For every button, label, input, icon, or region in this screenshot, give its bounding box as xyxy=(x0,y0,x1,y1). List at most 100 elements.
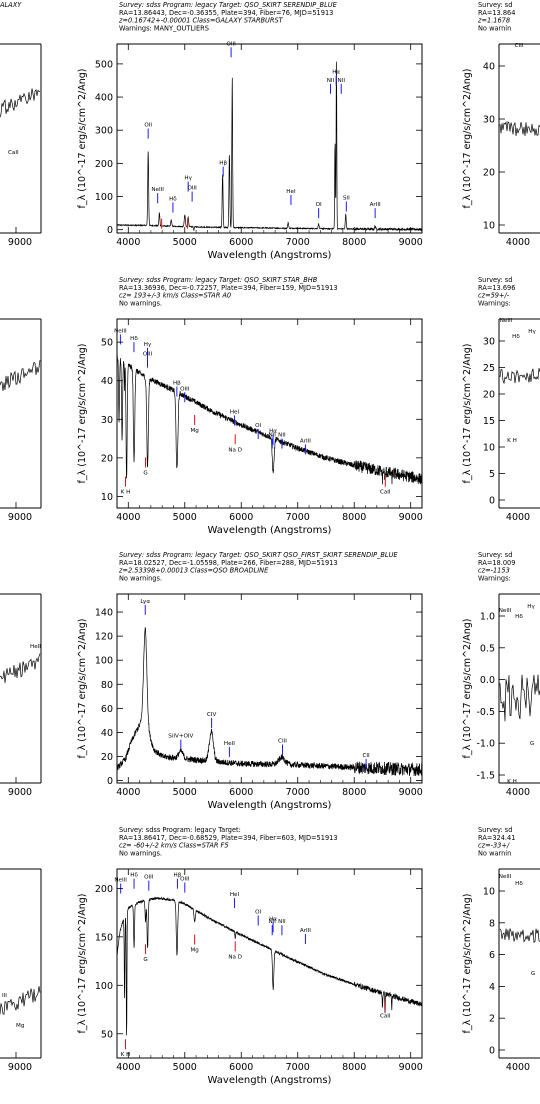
emission-line-label: CIV xyxy=(207,712,217,718)
panel-header-line: RA=13.86417, Dec=-0.68529, Plate=394, Fi… xyxy=(119,834,338,842)
panel-header-line: RA=324.41 xyxy=(478,834,515,842)
emission-line-label: SII xyxy=(343,196,350,202)
emission-line-label: ArIII xyxy=(370,202,381,208)
y-axis-title: f_λ (10^-17 erg/s/cm^2/Ang) xyxy=(462,894,473,1034)
y-axis-title: f_λ (10^-17 erg/s/cm^2/Ang) xyxy=(77,894,88,1034)
x-axis-title: Wavelength (Angstroms) xyxy=(208,1075,332,1086)
emission-line-label: NII xyxy=(278,433,286,439)
plot-frame xyxy=(116,43,423,234)
plot-frame xyxy=(116,593,423,784)
right-feature-label: CIII xyxy=(515,43,524,49)
x-tick-label: 9000 xyxy=(399,512,423,523)
x-tick-label: 4000 xyxy=(506,512,530,523)
left-feature-label: HeII xyxy=(30,644,41,650)
x-tick-label: 8000 xyxy=(342,787,366,798)
absorption-line-label: G xyxy=(143,957,147,963)
left-partial-panel-2: 9000 xyxy=(0,318,42,523)
panel-header-line: Warnings: xyxy=(478,299,511,307)
absorption-line-label: K H xyxy=(121,1052,131,1058)
panel-header-line: Survey: sdss Program: legacy Target: QSO… xyxy=(119,1,338,9)
x-tick-label: 7000 xyxy=(286,1062,310,1073)
emission-line-label: OI xyxy=(255,423,261,429)
x-tick-label: 9000 xyxy=(8,787,32,798)
emission-line-label: ArIII xyxy=(300,928,311,934)
absorption-line-label: Mg xyxy=(190,948,199,954)
x-tick-label: 8000 xyxy=(342,1062,366,1073)
y-tick-label: 1.0 xyxy=(480,612,495,623)
y-tick-label: 60 xyxy=(101,704,113,715)
panel-header-line: RA=18.009 xyxy=(478,559,515,567)
x-tick-label: 8000 xyxy=(342,237,366,248)
y-tick-label: 0.5 xyxy=(480,643,495,654)
y-tick-label: -1.5 xyxy=(476,771,495,782)
panel-header-line: No warnings. xyxy=(119,849,162,857)
x-tick-label: 6000 xyxy=(229,237,253,248)
panel-header-line: Survey: sdss Program: legacy Target: xyxy=(119,826,241,834)
y-tick-label: 40 xyxy=(483,62,495,73)
panel-header-line: RA=13.36936, Dec=-0.72257, Plate=394, Fi… xyxy=(119,284,338,292)
x-tick-label: 6000 xyxy=(229,512,253,523)
y-tick-label: 30 xyxy=(101,415,113,426)
panel-header-line: cz= -60+/-2 km/s Class=STAR F5 xyxy=(119,842,229,850)
panel-header-line: cz= 193+/-3 km/s Class=STAR A0 xyxy=(119,292,231,300)
left-partial-panel-1: ALAXY 9000 xyxy=(0,1,42,248)
y-tick-label: 25 xyxy=(483,363,495,374)
absorption-line-label: Mg xyxy=(190,428,199,434)
absorption-line-label: G xyxy=(143,470,147,476)
x-axis-title: Wavelength (Angstroms) xyxy=(208,250,332,261)
spectrum-line xyxy=(499,368,540,385)
x-tick-label: 5000 xyxy=(173,512,197,523)
x-tick-label: 6000 xyxy=(229,1062,253,1073)
y-tick-label: 200 xyxy=(95,884,113,895)
spectrum-line xyxy=(116,896,422,1036)
right-feature-label: NeIII xyxy=(499,874,512,880)
panel-header-line: cz=-1153 xyxy=(478,567,510,575)
panel-header-line: No warnin xyxy=(478,849,511,857)
y-tick-label: 300 xyxy=(95,126,113,137)
x-tick-label: 5000 xyxy=(173,787,197,798)
y-tick-label: 100 xyxy=(95,192,113,203)
emission-line-label: OII xyxy=(144,123,152,129)
emission-line-label: OIII xyxy=(187,186,197,192)
panel-header-line: RA=13.86443, Dec=-0.36355, Plate=394, Fi… xyxy=(119,9,333,17)
emission-line-label: OIII xyxy=(180,877,190,883)
left-partial-panel-4: 9000 xyxy=(0,868,42,1073)
right-feature-label: Hγ xyxy=(527,604,535,610)
panel-header-line: Survey: sd xyxy=(478,826,512,834)
y-tick-label: 500 xyxy=(95,59,113,70)
emission-line-label: OI xyxy=(255,910,261,916)
x-tick-label: 4000 xyxy=(116,787,140,798)
y-tick-label: 0 xyxy=(489,1046,495,1057)
y-tick-label: 5 xyxy=(489,469,495,480)
right-feature-label: K H xyxy=(507,779,517,785)
panel-header-line: z=1.1678 xyxy=(477,17,510,25)
spectrum-line xyxy=(116,627,422,777)
right-feature-label: Hδ xyxy=(515,881,523,887)
y-tick-label: 150 xyxy=(95,932,113,943)
spectrum-line xyxy=(499,928,540,944)
x-axis-title: Wavelength (Angstroms) xyxy=(208,525,332,536)
y-tick-label: 400 xyxy=(95,93,113,104)
emission-line-label: HeI xyxy=(230,892,240,898)
y-axis-title: f_λ (10^-17 erg/s/cm^2/Ang) xyxy=(462,344,473,484)
y-tick-label: 4 xyxy=(489,982,495,993)
y-tick-label: -1.0 xyxy=(476,739,495,750)
x-tick-label: 7000 xyxy=(286,237,310,248)
y-tick-label: -0.5 xyxy=(476,707,495,718)
y-tick-label: 10 xyxy=(483,443,495,454)
emission-line-label: NII xyxy=(278,919,286,925)
y-tick-label: 100 xyxy=(95,656,113,667)
panel-header-line: RA=13.864 xyxy=(478,9,515,17)
x-tick-label: 6000 xyxy=(229,787,253,798)
panel-header-line: ALAXY xyxy=(0,1,22,9)
y-tick-label: 40 xyxy=(101,728,113,739)
emission-line-label: OIII xyxy=(180,386,190,392)
absorption-line-label: Na D xyxy=(228,447,242,453)
emission-line-label: NII xyxy=(337,78,345,84)
panel-header-line: Survey: sd xyxy=(478,1,512,9)
y-tick-label: 6 xyxy=(489,950,495,961)
panel-header-line: cz=-33+/ xyxy=(478,842,510,850)
